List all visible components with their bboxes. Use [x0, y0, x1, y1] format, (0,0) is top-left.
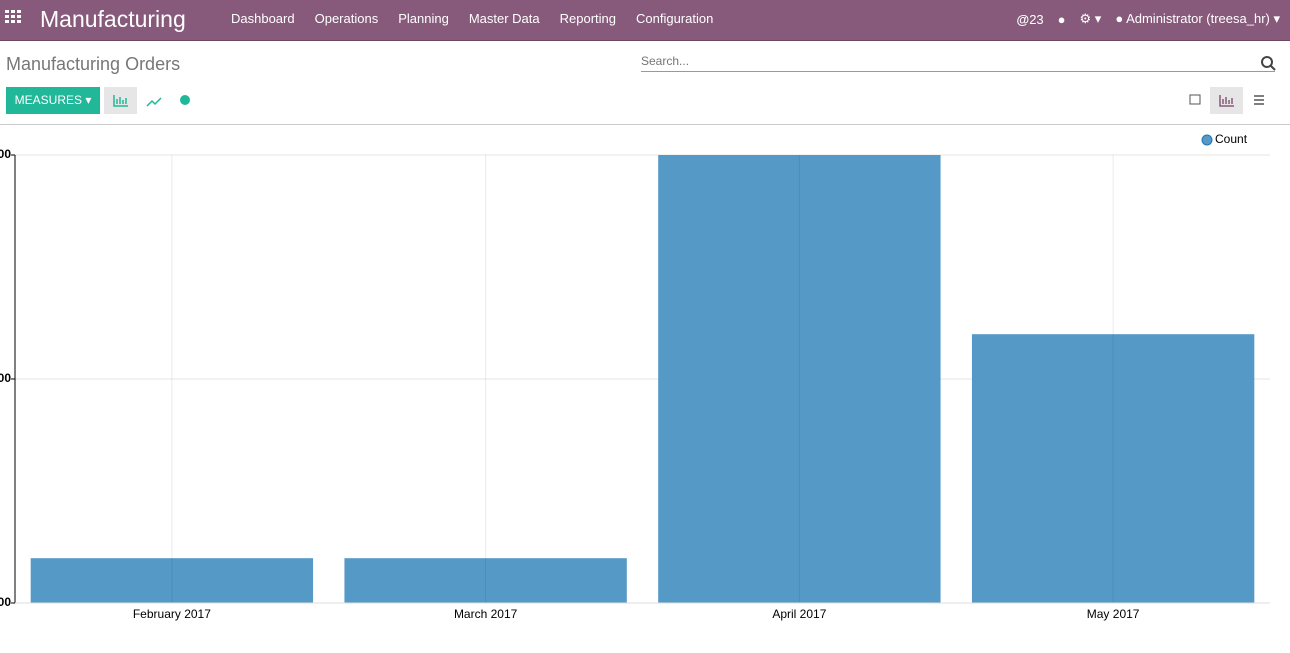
- systray: @23 ● ⚙ ▾ ● Administrator (treesa_hr) ▾: [1017, 11, 1280, 27]
- navbar: Manufacturing Dashboard Operations Plann…: [0, 0, 1290, 41]
- menu-item[interactable]: Reporting: [559, 11, 616, 26]
- line-chart-button[interactable]: [146, 97, 162, 107]
- search-input[interactable]: [641, 51, 1275, 72]
- bar: [30, 558, 314, 603]
- measures-label: MEASURES: [14, 93, 82, 107]
- legend-label: Count: [1215, 132, 1248, 146]
- menu-item[interactable]: Planning: [398, 11, 449, 26]
- chat-icon[interactable]: ●: [1057, 11, 1066, 27]
- menu-item[interactable]: Dashboard: [231, 11, 295, 26]
- menu: Dashboard Operations Planning Master Dat…: [221, 11, 723, 26]
- bar: [658, 155, 941, 603]
- x-tick-label: March 2017: [454, 607, 518, 621]
- pivot-view-button[interactable]: [1189, 94, 1201, 105]
- bar: [344, 558, 627, 603]
- chart-type-buttons: [104, 87, 190, 114]
- x-tick-label: February 2017: [133, 607, 211, 621]
- debug-icon[interactable]: ⚙ ▾: [1079, 11, 1102, 26]
- measures-button[interactable]: MEASURES ▾: [6, 87, 100, 114]
- messages[interactable]: @23: [1016, 11, 1044, 27]
- y-tick-label: 0.00: [0, 595, 11, 609]
- x-tick-label: May 2017: [1087, 607, 1140, 621]
- chart: 0.00 5.00 10.00 February 2017 March 2017 Apri…: [0, 132, 1270, 621]
- list-view-button[interactable]: [1254, 95, 1264, 105]
- page-title: Manufacturing Orders: [6, 54, 181, 74]
- x-tick-label: April 2017: [772, 607, 826, 621]
- menu-item[interactable]: Operations: [314, 11, 379, 26]
- pie-chart-button[interactable]: [180, 95, 190, 105]
- menu-item[interactable]: Master Data: [468, 11, 540, 26]
- user-name: Administrator (treesa_hr): [1126, 11, 1270, 26]
- app-name[interactable]: Manufacturing: [40, 6, 186, 32]
- y-tick-label: 10.00: [0, 147, 11, 161]
- bar: [971, 334, 1255, 603]
- y-tick-label: 5.00: [0, 371, 11, 385]
- messages-count: 23: [1029, 11, 1044, 27]
- apps-icon[interactable]: [5, 10, 23, 24]
- separator: [0, 124, 1290, 125]
- user-menu[interactable]: ● Administrator (treesa_hr) ▾: [1115, 11, 1280, 26]
- legend-swatch: [1201, 134, 1213, 146]
- menu-item[interactable]: Configuration: [636, 11, 714, 26]
- view-switcher: [1189, 87, 1264, 114]
- search-icon[interactable]: [1260, 55, 1276, 71]
